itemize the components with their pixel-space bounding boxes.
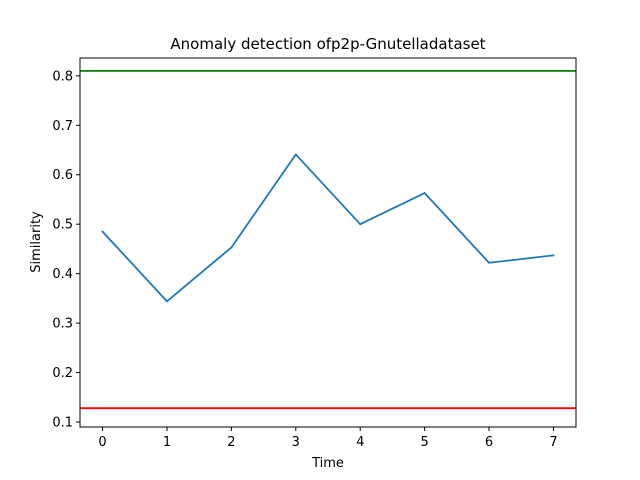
- data-point: [488, 261, 490, 264]
- x-tick-label: 3: [292, 435, 300, 450]
- data-point: [423, 192, 426, 194]
- data-point: [101, 230, 104, 233]
- data-point: [230, 246, 233, 249]
- y-tick-label: 0.5: [52, 218, 73, 233]
- y-tick-label: 0.4: [52, 267, 73, 282]
- y-tick-label: 0.8: [52, 69, 73, 84]
- data-point: [359, 223, 362, 226]
- x-tick-label: 1: [163, 435, 171, 450]
- x-tick-label: 2: [227, 435, 235, 450]
- y-tick-label: 0.1: [52, 416, 73, 431]
- chart-title: Anomaly detection ofp2p-Gnutelladataset: [170, 35, 485, 53]
- data-point: [552, 254, 555, 257]
- x-tick-label: 7: [549, 435, 557, 450]
- y-tick-label: 0.3: [52, 317, 73, 332]
- y-tick-label: 0.2: [52, 366, 73, 381]
- x-tick-label: 5: [420, 435, 428, 450]
- data-point: [166, 300, 168, 303]
- x-tick-label: 0: [98, 435, 106, 450]
- y-axis-label: Similarity: [29, 211, 44, 273]
- y-axis-ticks: 0.1 0.2 0.3 0.4 0.5 0.6 0.7 0.8: [52, 69, 80, 431]
- x-axis-label: Time: [311, 456, 344, 471]
- data-point: [294, 153, 297, 156]
- plot-frame: [79, 57, 577, 428]
- x-tick-label: 6: [485, 435, 493, 450]
- y-tick-label: 0.6: [52, 168, 73, 183]
- x-tick-label: 4: [356, 435, 364, 450]
- x-axis-ticks: 0 1 2 3 4 5 6 7: [98, 427, 558, 450]
- y-tick-label: 0.7: [52, 119, 73, 134]
- series-line-0: [101, 153, 555, 303]
- plot-marks: [80, 69, 576, 410]
